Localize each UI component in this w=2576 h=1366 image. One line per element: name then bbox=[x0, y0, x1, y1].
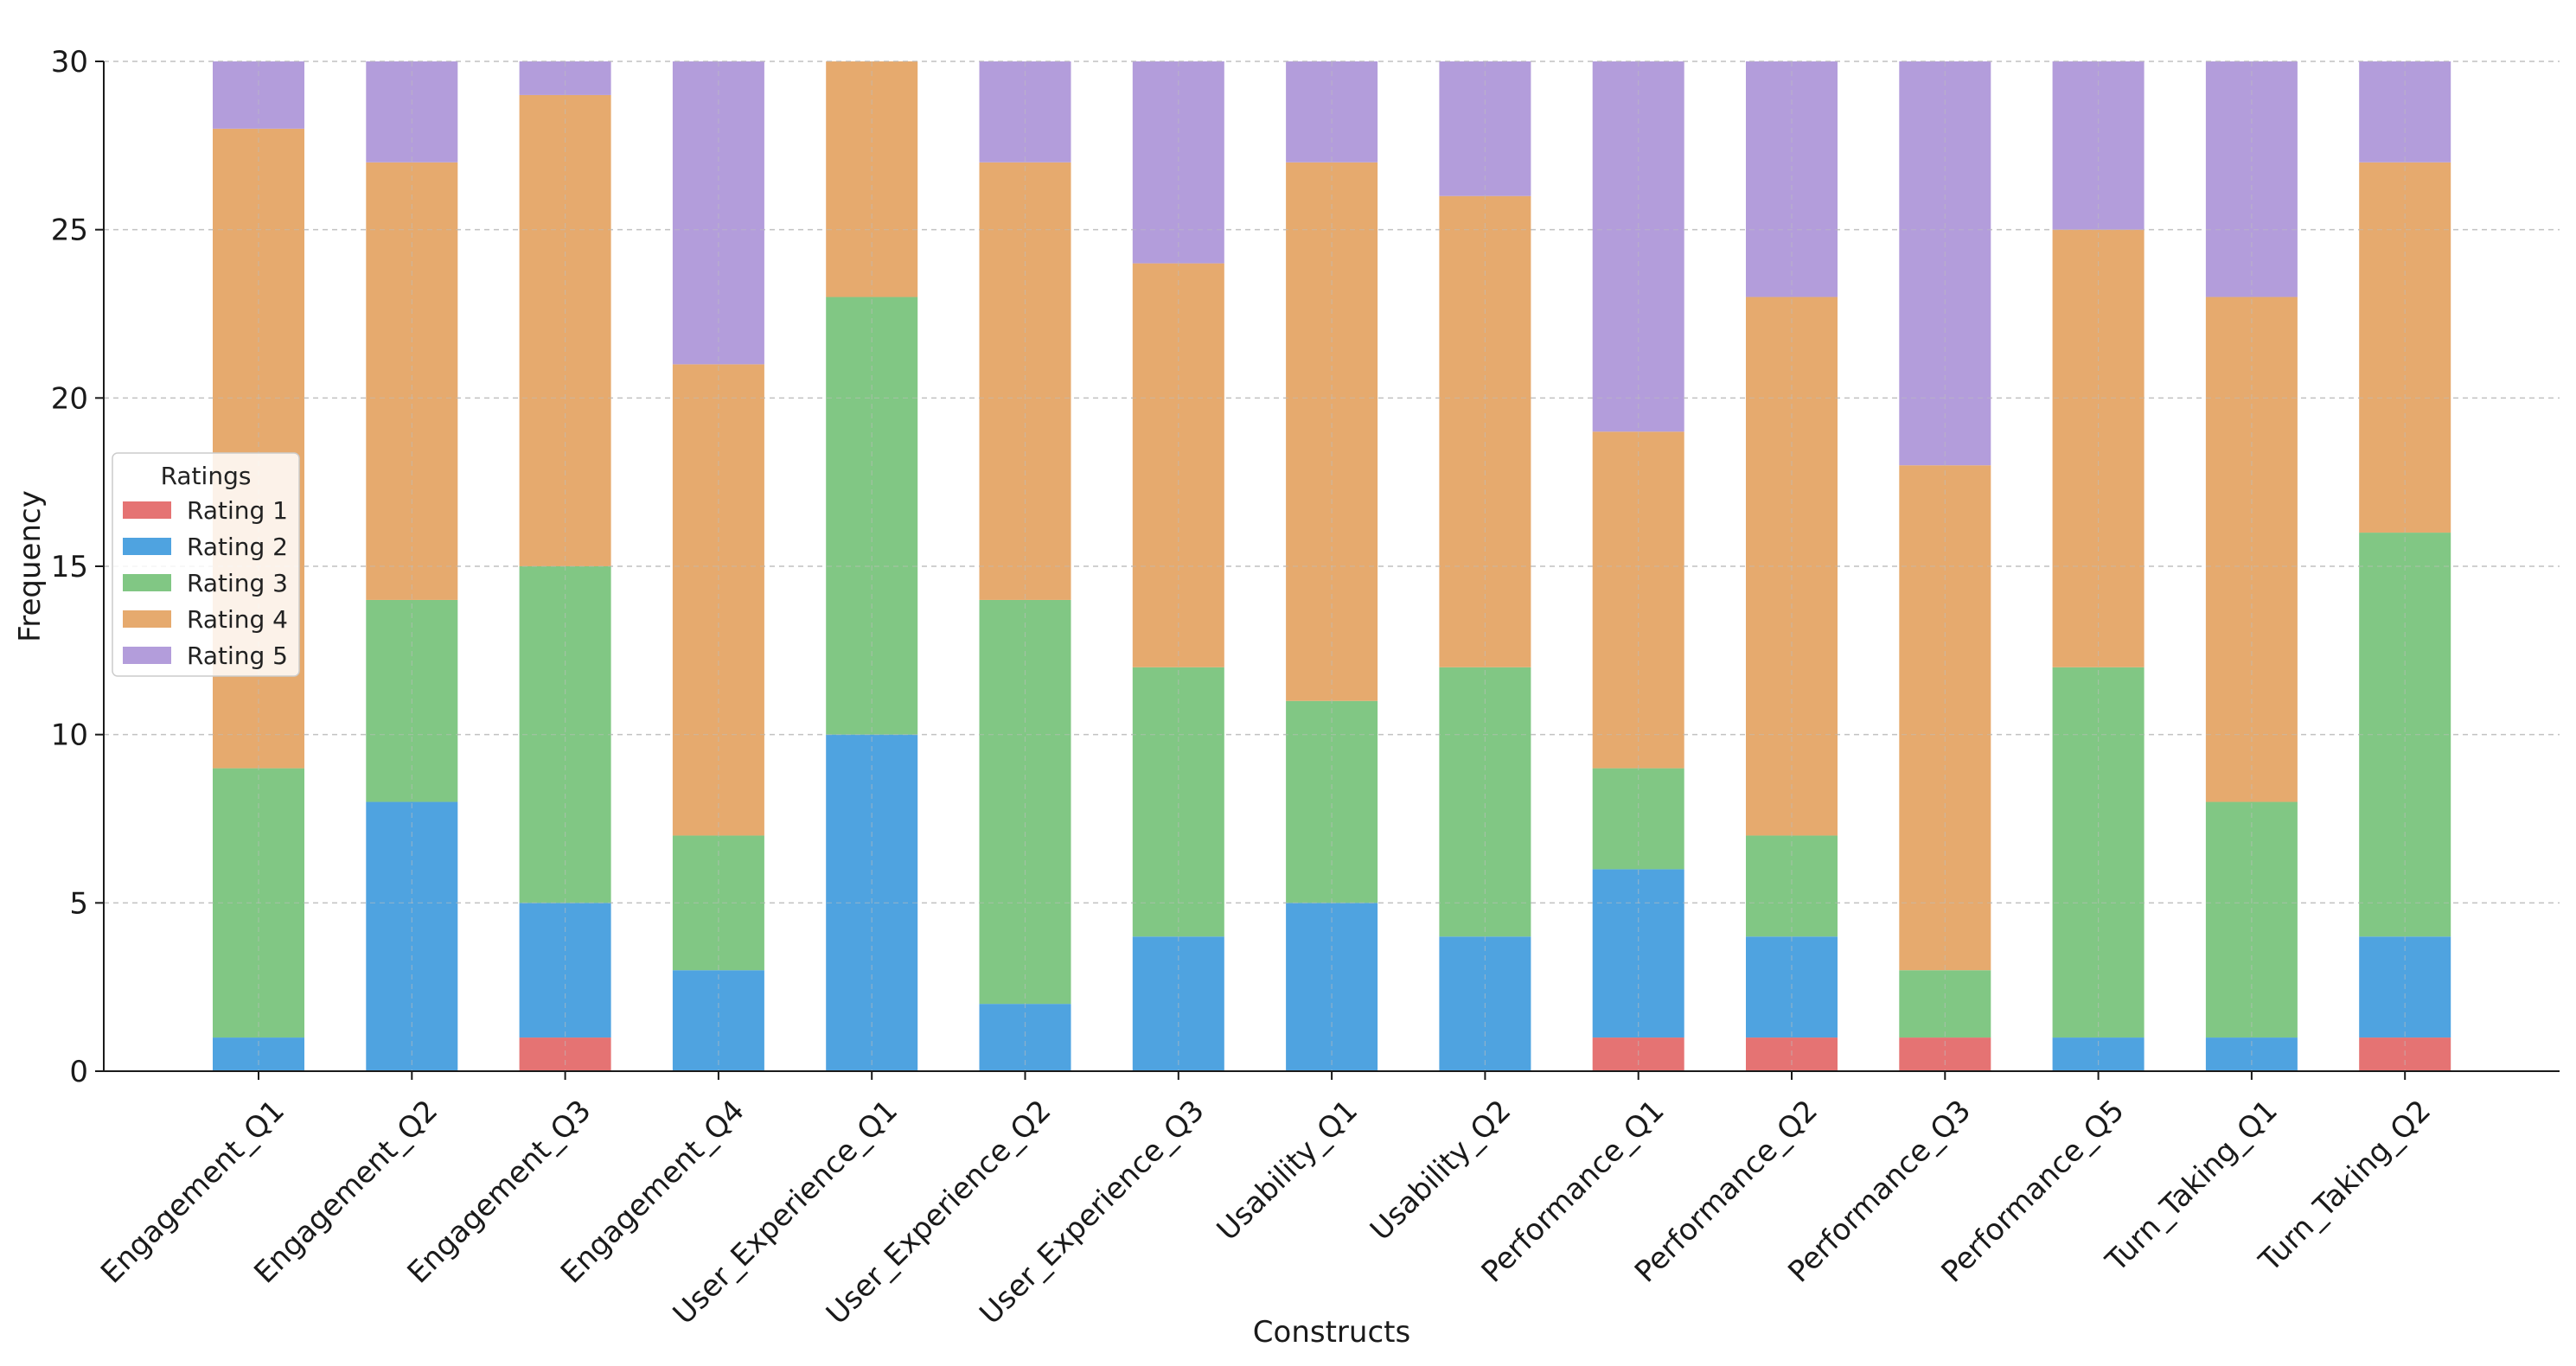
legend-label-rating-1: Rating 1 bbox=[187, 496, 288, 525]
x-tick-label: Usability_Q2 bbox=[1364, 1094, 1518, 1248]
x-tick-label: Usability_Q1 bbox=[1211, 1094, 1365, 1248]
bars bbox=[104, 61, 2560, 1071]
y-axis-title: Frequency bbox=[13, 490, 48, 642]
legend-label-rating-2: Rating 2 bbox=[187, 533, 288, 561]
bar-engagement_q3-rating-5 bbox=[519, 61, 611, 95]
y-tick-label: 20 bbox=[51, 381, 88, 416]
legend-label-rating-3: Rating 3 bbox=[187, 569, 288, 597]
bar-usability_q2-rating-3 bbox=[1439, 667, 1531, 937]
legend-swatch-rating-5 bbox=[123, 647, 171, 664]
legend-title: Ratings bbox=[161, 462, 252, 490]
y-tick-label: 10 bbox=[51, 718, 88, 753]
bar-user_experience_q1-rating-3 bbox=[826, 297, 918, 735]
legend: Ratings Rating 1 Rating 2 Rating 3 Rating 4… bbox=[112, 452, 300, 677]
y-ticks: 0 5 10 15 20 25 30 bbox=[51, 45, 104, 1089]
legend-swatch-rating-1 bbox=[123, 501, 171, 519]
y-tick-label: 25 bbox=[51, 214, 88, 248]
bar-performance_q5-rating-5 bbox=[2052, 61, 2145, 230]
legend-label-rating-5: Rating 5 bbox=[187, 642, 288, 670]
legend-items: Rating 1 Rating 2 Rating 3 Rating 4 Rating 5 bbox=[123, 496, 288, 670]
y-tick-label: 15 bbox=[51, 550, 88, 584]
legend-label-rating-4: Rating 4 bbox=[187, 605, 288, 634]
y-tick-label: 0 bbox=[69, 1055, 88, 1089]
bar-performance_q1-rating-2 bbox=[1592, 869, 1684, 1038]
legend-swatch-rating-4 bbox=[123, 610, 171, 628]
x-axis-title: Constructs bbox=[1253, 1315, 1410, 1350]
bar-performance_q5-rating-4 bbox=[2052, 229, 2145, 667]
legend-swatch-rating-3 bbox=[123, 574, 171, 591]
x-ticks: Engagement_Q1Engagement_Q2Engagement_Q3E… bbox=[94, 1071, 2438, 1331]
y-tick-label: 5 bbox=[69, 886, 88, 921]
bar-user_experience_q3-rating-3 bbox=[1132, 667, 1224, 937]
legend-swatch-rating-2 bbox=[123, 538, 171, 555]
y-tick-label: 30 bbox=[51, 45, 88, 80]
